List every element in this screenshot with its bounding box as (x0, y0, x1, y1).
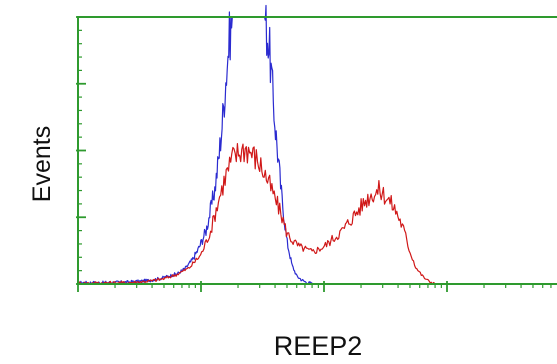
y-axis-label: Events (28, 126, 56, 202)
x-axis-label: REEP2 (274, 331, 363, 361)
plot-frame (77, 16, 557, 285)
control-series-line (77, 4, 313, 285)
series-layer (77, 4, 436, 285)
sample-series-line (77, 143, 436, 285)
